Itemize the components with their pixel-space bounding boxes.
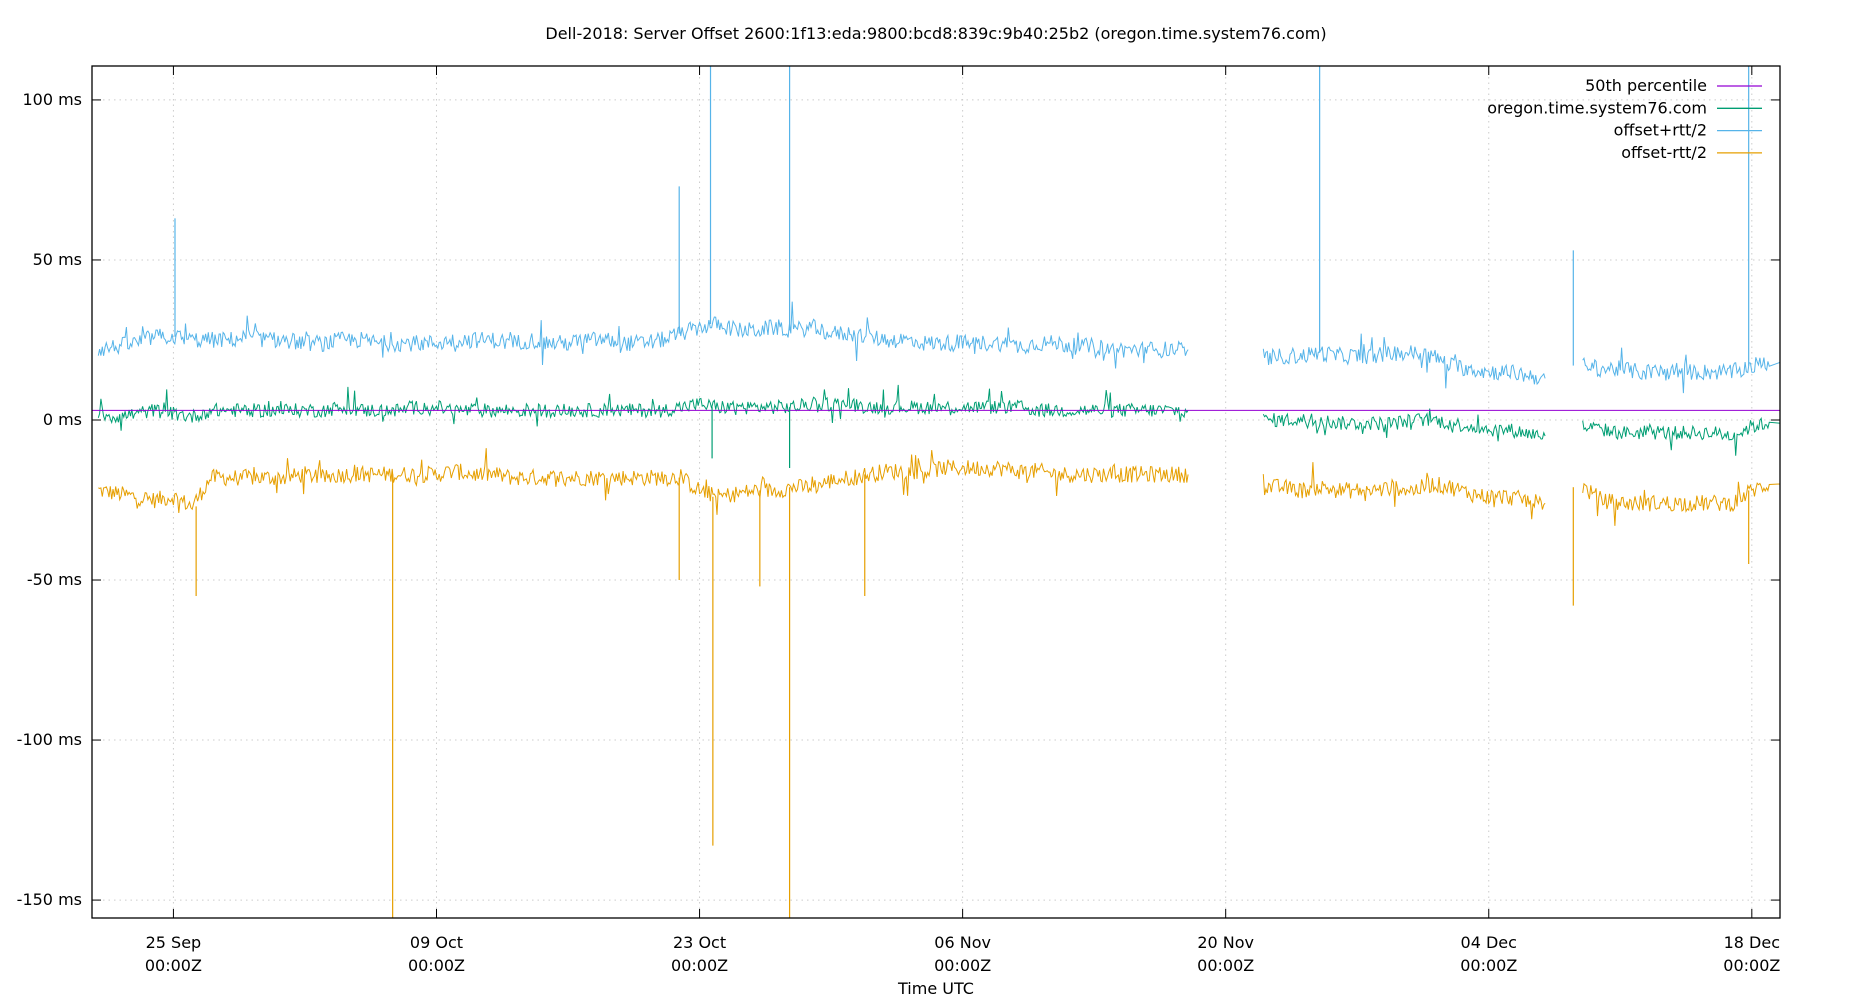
series-line — [97, 384, 1189, 431]
plot-area — [92, 66, 1781, 918]
x-tick-sublabel: 00:00Z — [671, 956, 728, 975]
legend-label: oregon.time.system76.com — [1487, 98, 1707, 117]
legend-label: offset+rtt/2 — [1614, 121, 1707, 140]
x-tick-sublabel: 00:00Z — [934, 956, 991, 975]
x-tick-sublabel: 00:00Z — [1723, 956, 1780, 975]
y-tick-label: 0 ms — [43, 410, 82, 429]
x-tick-label: 09 Oct — [410, 933, 463, 952]
x-tick-sublabel: 00:00Z — [408, 956, 465, 975]
x-tick-label: 04 Dec — [1461, 933, 1517, 952]
series-line — [1262, 333, 1546, 389]
legend-label: 50th percentile — [1585, 76, 1707, 95]
axes: 100 ms 50 ms 0 ms -50 ms -100 ms -150 ms 25 Se… — [17, 66, 1780, 975]
x-tick-sublabel: 00:00Z — [1460, 956, 1517, 975]
x-tick-label: 18 Dec — [1724, 933, 1780, 952]
series-line — [98, 448, 1189, 515]
y-tick-label: -50 ms — [27, 570, 82, 589]
x-axis-label: Time UTC — [897, 979, 974, 998]
chart-title: Dell-2018: Server Offset 2600:1f13:eda:9… — [545, 24, 1326, 43]
x-tick-label: 06 Nov — [934, 933, 991, 952]
series-line — [1262, 462, 1546, 520]
plot-border — [91, 65, 1781, 919]
legend-label: offset-rtt/2 — [1621, 143, 1707, 162]
x-tick-sublabel: 00:00Z — [145, 956, 202, 975]
series-line — [1582, 481, 1781, 526]
x-tick-sublabel: 00:00Z — [1197, 956, 1254, 975]
legend: 50th percentile oregon.time.system76.com o… — [1487, 76, 1762, 162]
y-tick-label: -150 ms — [17, 890, 82, 909]
x-tick-label: 20 Nov — [1197, 933, 1254, 952]
grid — [92, 66, 1780, 918]
y-tick-label: -100 ms — [17, 730, 82, 749]
y-tick-label: 100 ms — [22, 90, 82, 109]
series-line — [1582, 416, 1781, 456]
series-line — [97, 301, 1189, 369]
series-line — [1582, 347, 1781, 394]
series-line — [1262, 408, 1546, 442]
x-tick-label: 23 Oct — [673, 933, 726, 952]
x-tick-label: 25 Sep — [146, 933, 202, 952]
y-tick-label: 50 ms — [33, 250, 82, 269]
